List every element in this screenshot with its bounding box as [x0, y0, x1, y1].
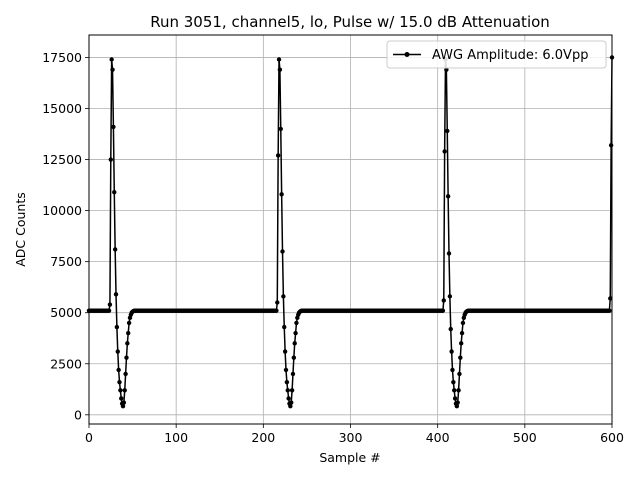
data-point [459, 330, 465, 336]
data-point [281, 294, 286, 299]
data-point [114, 324, 120, 330]
data-point [108, 157, 113, 162]
data-point [458, 355, 463, 360]
data-point [449, 349, 454, 354]
data-point [275, 153, 281, 158]
data-point [118, 388, 123, 393]
data-point [277, 67, 283, 72]
data-point [121, 400, 127, 405]
data-point [291, 355, 297, 360]
data-point [279, 192, 284, 197]
data-point [445, 194, 451, 199]
data-point [289, 400, 294, 405]
data-point [110, 67, 115, 72]
y-tick-label: 15000 [42, 101, 82, 116]
x-tick-label: 400 [426, 430, 450, 445]
data-point [111, 124, 116, 130]
data-point [126, 330, 131, 336]
data-point [455, 400, 460, 405]
data-point [283, 367, 289, 373]
data-point [282, 324, 287, 330]
data-point [293, 330, 298, 336]
data-point [116, 367, 121, 373]
data-point [447, 294, 453, 299]
data-point [284, 379, 290, 385]
data-point [125, 341, 130, 346]
data-point [289, 388, 295, 393]
data-point [112, 247, 118, 252]
data-point [460, 320, 466, 326]
y-axis-label: ADC Counts [13, 192, 28, 267]
y-tick-label: 7500 [50, 254, 82, 269]
data-point [109, 57, 114, 62]
data-point [278, 126, 283, 132]
x-axis-label: Sample # [319, 450, 380, 465]
data-point [607, 308, 612, 313]
data-point [440, 308, 446, 313]
data-point [292, 341, 297, 346]
data-point [288, 404, 293, 409]
data-point [112, 190, 117, 195]
x-tick-label: 600 [600, 430, 624, 445]
x-tick-label: 200 [251, 430, 275, 445]
data-point [448, 326, 453, 332]
data-point [454, 404, 460, 409]
data-point [459, 341, 464, 346]
y-tick-label: 12500 [42, 152, 82, 167]
data-point [457, 371, 462, 377]
chart-title: Run 3051, channel5, lo, Pulse w/ 15.0 dB… [150, 13, 550, 31]
data-point [122, 388, 127, 393]
data-point [608, 296, 613, 301]
data-point [117, 379, 122, 385]
data-point [445, 128, 450, 134]
legend: AWG Amplitude: 6.0Vpp [386, 40, 607, 69]
data-point [446, 251, 452, 256]
series-layer [86, 55, 615, 409]
x-tick-label: 100 [164, 430, 188, 445]
y-tick-label: 10000 [42, 203, 82, 218]
data-point [126, 320, 132, 326]
data-point [450, 367, 455, 373]
axis-ticks: 0 100 200 300 400 500 600 0 2500 5000 7500 10000 125… [42, 50, 624, 445]
data-point [452, 388, 457, 393]
data-point [280, 249, 285, 254]
data-point [276, 57, 282, 62]
x-tick-label: 300 [339, 430, 363, 445]
legend-entry-label: AWG Amplitude: 6.0Vpp [432, 48, 588, 63]
data-point [124, 355, 129, 360]
data-point [294, 320, 299, 326]
data-point [290, 371, 296, 377]
data-point [441, 298, 446, 303]
y-tick-label: 2500 [50, 356, 82, 371]
y-tick-label: 5000 [50, 305, 82, 320]
data-point [285, 388, 290, 393]
data-point [115, 349, 120, 354]
legend-box [386, 40, 607, 69]
data-point [452, 396, 458, 401]
data-point [274, 308, 279, 313]
data-point [107, 302, 113, 307]
y-tick-label: 17500 [42, 50, 82, 65]
x-tick-label: 500 [513, 430, 537, 445]
data-point [275, 300, 280, 305]
data-point [286, 396, 291, 401]
data-point [608, 143, 614, 148]
data-point [456, 388, 461, 393]
data-point [451, 379, 456, 385]
data-point [120, 404, 126, 409]
data-point [444, 67, 449, 72]
x-tick-label: 0 [85, 430, 93, 445]
data-point [106, 308, 112, 313]
grid-lines [88, 35, 613, 424]
data-point [119, 396, 124, 401]
data-point [123, 371, 128, 377]
data-point [113, 292, 119, 297]
data-point [442, 149, 447, 154]
data-point [282, 349, 288, 354]
legend-marker-swatch [404, 52, 410, 57]
y-tick-label: 0 [74, 407, 82, 422]
